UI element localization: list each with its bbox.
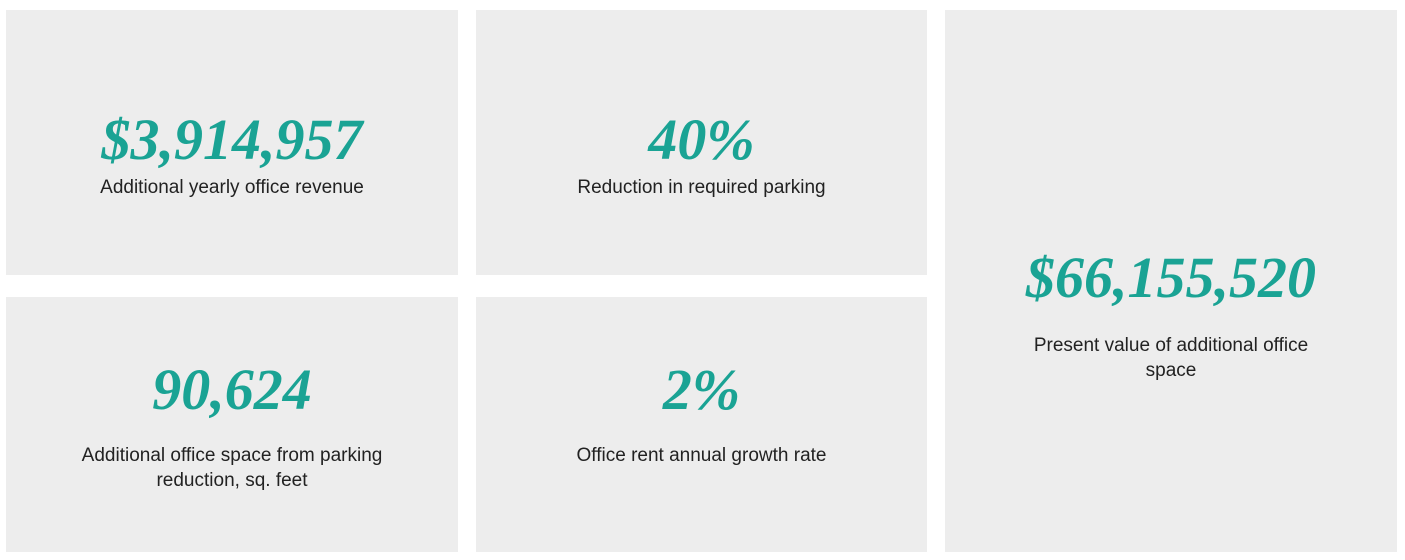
stat-value: $3,914,957 <box>101 107 363 172</box>
stat-card: $3,914,957 Additional yearly office reve… <box>6 10 458 275</box>
stat-label: Additional office space from parking red… <box>81 445 383 491</box>
stat-label: Office rent annual growth rate <box>576 445 827 466</box>
stat-value: 2% <box>662 357 741 422</box>
stat-value: 90,624 <box>152 357 312 422</box>
stat-card: 2% Office rent annual growth rate <box>476 297 927 552</box>
stat-label: Additional yearly office revenue <box>100 177 364 198</box>
stat-card: 90,624 Additional office space from park… <box>6 297 458 552</box>
stat-label: Reduction in required parking <box>577 177 826 198</box>
stat-value: 40% <box>648 107 755 172</box>
stat-card: 40% Reduction in required parking <box>476 10 927 275</box>
stat-value: $66,155,520 <box>1026 245 1316 310</box>
stat-label: Present value of additional office space <box>1033 335 1309 381</box>
stat-card: $66,155,520 Present value of additional … <box>945 10 1397 552</box>
